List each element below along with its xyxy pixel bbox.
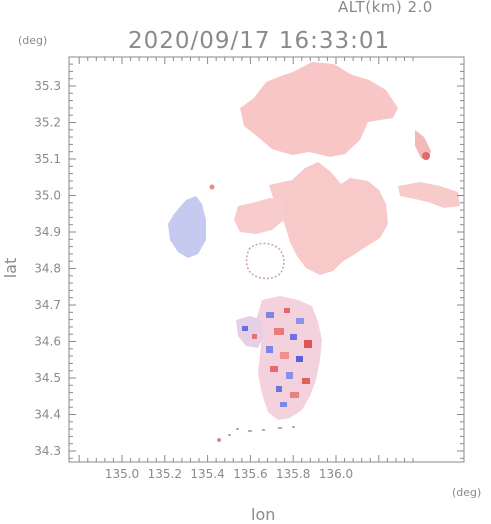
y-tick-label: 34.3 [34, 444, 61, 458]
x-axis-title: lon [251, 505, 276, 524]
x-tick-label: 135.2 [148, 467, 182, 481]
timestamp-title: 2020/09/17 16:33:01 [128, 28, 391, 54]
y-tick-label: 34.9 [34, 225, 61, 239]
x-tick-label: 135.6 [233, 467, 267, 481]
altitude-label: ALT(km) 2.0 [338, 0, 433, 16]
x-tick-label: 135.0 [105, 467, 139, 481]
echo-speck-sw [217, 438, 221, 442]
y-tick-label: 34.7 [34, 298, 61, 312]
echo-cell-strong [422, 152, 430, 160]
echo-cells-mixed [242, 308, 312, 407]
y-tick-label: 34.8 [34, 262, 61, 276]
echo-specks-south [228, 426, 295, 436]
echo-ring [245, 242, 285, 280]
plot-frame [68, 56, 465, 463]
echo-region-central-west [234, 198, 286, 234]
y-tick-label: 35.0 [34, 189, 61, 203]
y-tick-label: 35.3 [34, 79, 61, 93]
axes: 135.0 135.2 135.4 135.6 135.8 136.0 35.3 35.2 35… [34, 56, 465, 481]
echo-region-west [168, 196, 206, 258]
y-tick-label: 34.6 [34, 335, 61, 349]
x-axis-unit: (deg) [452, 486, 482, 499]
y-tick-label: 35.2 [34, 116, 61, 130]
echo-region-south-west [236, 316, 264, 348]
x-tick-label: 135.4 [190, 467, 224, 481]
y-tick-label: 34.4 [34, 408, 61, 422]
echo-region-central [236, 162, 388, 275]
echo-region-north [240, 62, 398, 157]
echo-region-east [398, 182, 460, 208]
y-tick-label: 34.5 [34, 371, 61, 385]
echo-speck [209, 184, 215, 190]
velocity-field [168, 62, 460, 442]
x-tick-label: 135.8 [276, 467, 310, 481]
x-tick-label: 136.0 [319, 467, 353, 481]
y-tick-label: 35.1 [34, 152, 61, 166]
y-axis-unit: (deg) [18, 34, 48, 47]
